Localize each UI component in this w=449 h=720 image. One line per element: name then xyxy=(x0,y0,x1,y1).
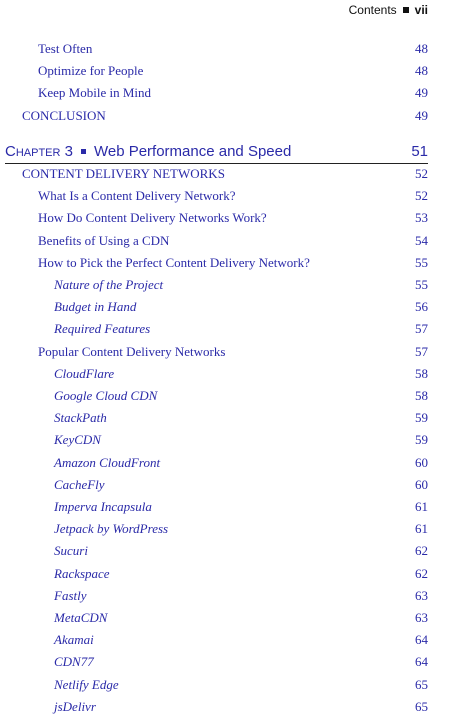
toc-subentry-title: Fastly xyxy=(54,587,87,603)
toc-subentry-title: Budget in Hand xyxy=(54,299,137,315)
toc-subentry-title: CloudFlare xyxy=(54,365,115,381)
chapter-square xyxy=(80,148,86,154)
toc-subentry-page: 60 xyxy=(415,476,428,492)
toc-subentry-title: Jetpack by WordPress xyxy=(54,521,169,537)
toc-section-page: 52 xyxy=(415,166,428,181)
toc-subentry-page: 65 xyxy=(415,698,428,714)
header-page: vii xyxy=(414,3,428,17)
header-title: Contents xyxy=(348,3,397,17)
toc-subentry-title: CDN77 xyxy=(54,654,94,670)
toc-subentry-page: 63 xyxy=(415,587,428,603)
toc-subentry-title: Sucuri xyxy=(54,543,88,559)
toc-subentry-page: 64 xyxy=(415,632,428,648)
chapter-title: Web Performance and Speed xyxy=(93,143,292,160)
toc-subentry-title: Imperva Incapsula xyxy=(54,499,152,514)
toc-subentry-title: Required Features xyxy=(54,321,151,337)
chapter-heading: Chapter 3 Web Performance and Speed xyxy=(5,143,291,161)
chapter-page: 51 xyxy=(411,143,428,160)
toc-subentry-page: 61 xyxy=(415,521,428,537)
toc-section-title: CONCLUSION xyxy=(22,107,106,123)
toc-entry-page: 48 xyxy=(415,63,428,79)
toc-subentry-page: 58 xyxy=(415,388,428,403)
toc-entry-title: Optimize for People xyxy=(38,63,144,79)
toc-subentry-title: Amazon CloudFront xyxy=(54,454,161,470)
toc-entry-page: 48 xyxy=(415,41,428,56)
toc-entry-page: 54 xyxy=(415,232,428,248)
toc-subentry-page: 62 xyxy=(415,565,428,581)
toc-section-page: 49 xyxy=(415,107,428,123)
toc-subentry-title: KeyCDN xyxy=(54,432,101,448)
toc-subentry-page: 55 xyxy=(415,277,428,292)
toc-entry-page: 52 xyxy=(415,188,428,204)
toc-subentry-page: 58 xyxy=(415,365,428,381)
chapter-label: Chapter 3 xyxy=(5,143,73,160)
toc-subentry-title: CacheFly xyxy=(54,476,105,492)
toc-subentry-page: 65 xyxy=(415,676,428,692)
chapter-rule xyxy=(5,163,428,164)
toc-entry-page: 55 xyxy=(415,254,428,270)
toc-subentry-page: 59 xyxy=(415,432,428,448)
toc-entry-title: How Do Content Delivery Networks Work? xyxy=(38,210,267,226)
toc-subentry-title: Netlify Edge xyxy=(54,676,119,692)
toc-entry-title: What Is a Content Delivery Network? xyxy=(38,188,236,204)
toc-subentry-page: 61 xyxy=(415,499,428,514)
toc-subentry-title: Google Cloud CDN xyxy=(54,388,158,403)
toc-entry-page: 49 xyxy=(415,85,428,101)
toc-subentry-title: MetaCDN xyxy=(54,610,108,625)
header-square xyxy=(402,7,409,14)
toc-subentry-page: 60 xyxy=(415,454,428,470)
toc-entry-page: 53 xyxy=(415,210,428,226)
toc-entry-page: 57 xyxy=(415,343,428,359)
toc-subentry-title: Akamai xyxy=(54,632,94,648)
toc-entry-title: Keep Mobile in Mind xyxy=(38,85,152,101)
toc-entry-title: Popular Content Delivery Networks xyxy=(38,343,226,359)
toc-subentry-page: 56 xyxy=(415,299,428,315)
toc-subentry-page: 59 xyxy=(415,410,428,426)
toc-subentry-title: Rackspace xyxy=(54,565,110,581)
toc-section-title: CONTENT DELIVERY NETWORKS xyxy=(22,166,225,181)
toc-subentry-title: jsDelivr xyxy=(54,698,96,714)
toc-entry-title: How to Pick the Perfect Content Delivery… xyxy=(38,254,310,270)
toc-subentry-page: 63 xyxy=(415,610,428,625)
running-header: Contents vii xyxy=(349,1,428,19)
toc-entry-title: Test Often xyxy=(38,41,93,56)
toc-subentry-page: 64 xyxy=(415,654,428,670)
toc-subentry-title: StackPath xyxy=(54,410,107,426)
toc-subentry-title: Nature of the Project xyxy=(54,277,164,292)
toc-subentry-page: 62 xyxy=(415,543,428,559)
toc-subentry-page: 57 xyxy=(415,321,428,337)
toc-entry-title: Benefits of Using a CDN xyxy=(38,232,170,248)
